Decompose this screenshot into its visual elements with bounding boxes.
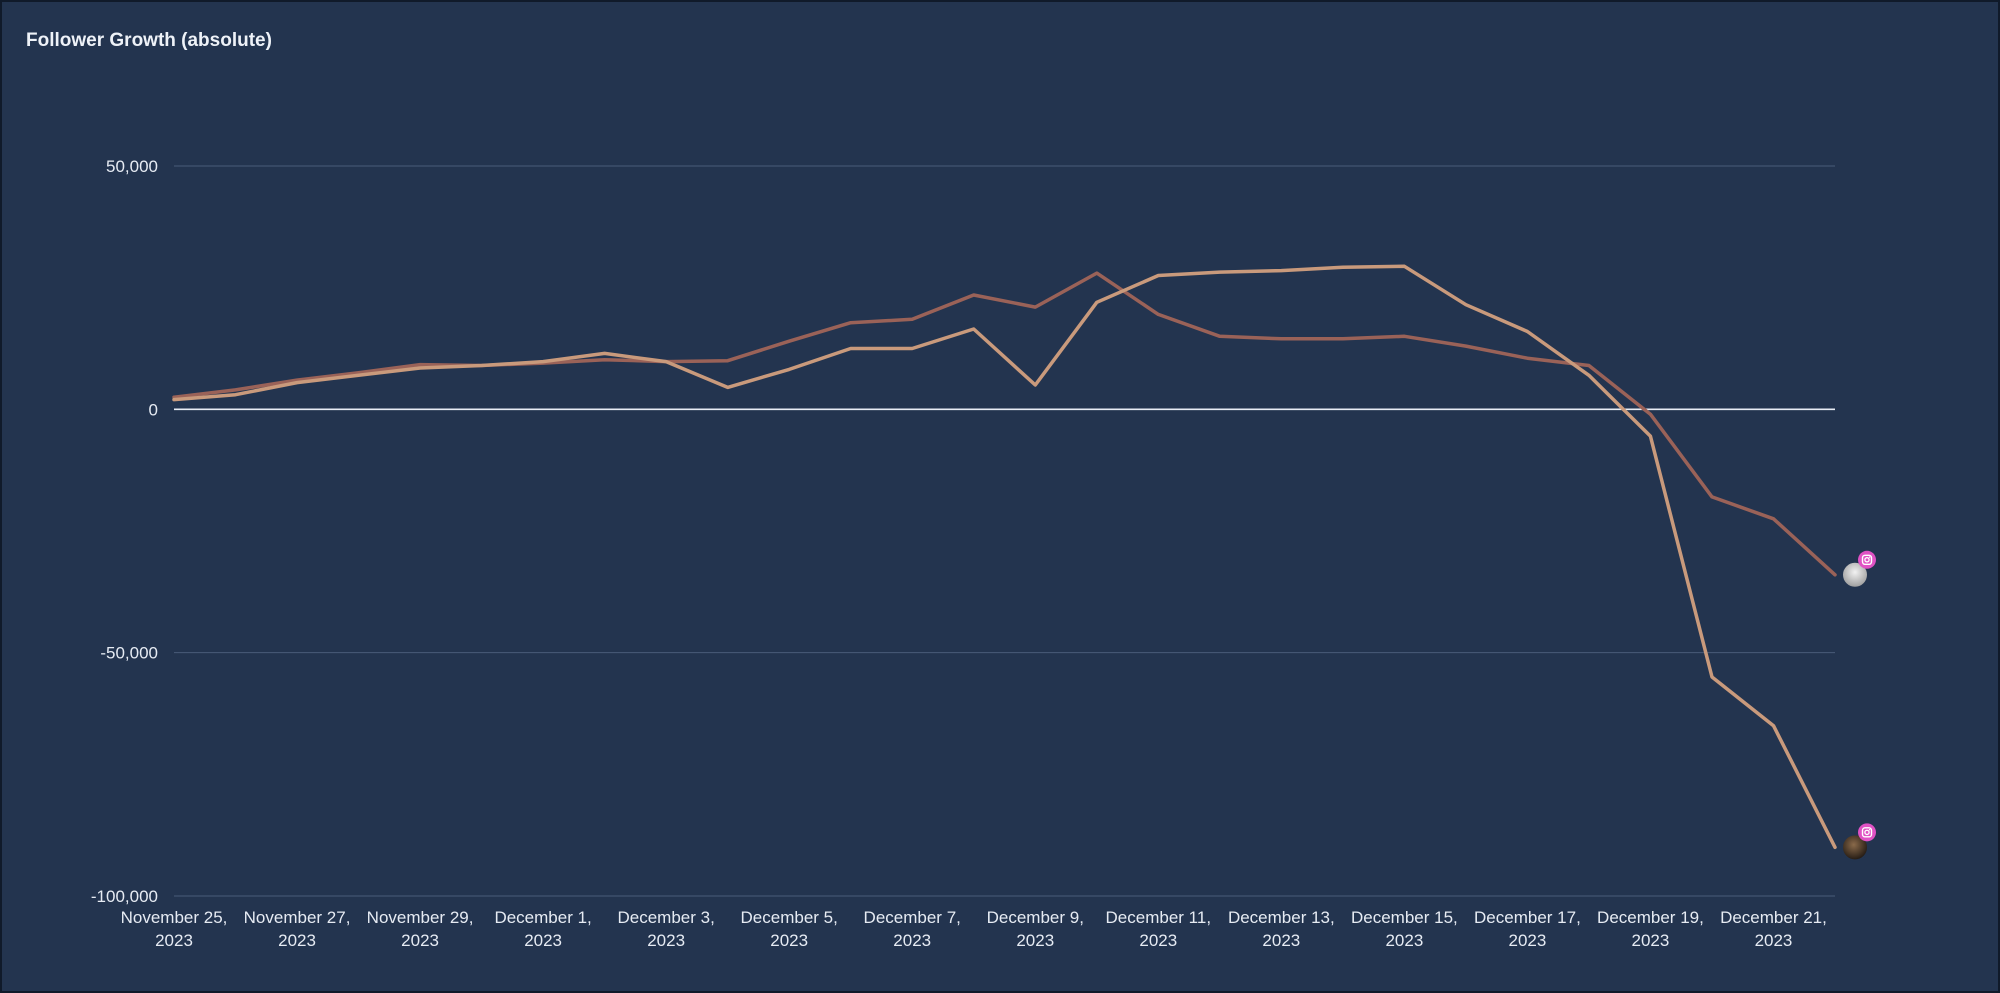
chart-title: Follower Growth (absolute) bbox=[26, 30, 272, 51]
x-tick-label: December 7, 2023 bbox=[864, 908, 961, 950]
series-end-avatar-2[interactable] bbox=[1841, 823, 1876, 862]
y-tick-label: 0 bbox=[149, 400, 158, 419]
y-tick-label: -50,000 bbox=[100, 644, 158, 663]
instagram-icon bbox=[1858, 823, 1876, 842]
x-tick-label: December 13, 2023 bbox=[1228, 908, 1335, 950]
x-tick-label: December 19, 2023 bbox=[1597, 908, 1704, 950]
series-line-1 bbox=[172, 271, 1837, 577]
x-tick-label: November 29, 2023 bbox=[367, 908, 474, 950]
avatar bbox=[1841, 833, 1869, 862]
x-tick-label: December 15, 2023 bbox=[1351, 908, 1458, 950]
x-tick-label: December 1, 2023 bbox=[494, 908, 591, 950]
x-tick-label: December 9, 2023 bbox=[987, 908, 1084, 950]
instagram-icon bbox=[1858, 550, 1876, 569]
x-tick-label: December 11, 2023 bbox=[1106, 908, 1212, 950]
x-tick-label: November 27, 2023 bbox=[244, 908, 351, 950]
x-tick-label: December 21, 2023 bbox=[1720, 908, 1827, 950]
x-tick-label: November 25, 2023 bbox=[121, 908, 228, 950]
x-tick-label: December 17, 2023 bbox=[1474, 908, 1581, 950]
series-end-avatar-1[interactable] bbox=[1841, 550, 1876, 589]
x-tick-label: December 5, 2023 bbox=[741, 908, 838, 950]
avatar bbox=[1841, 560, 1869, 589]
series-line-2 bbox=[172, 264, 1837, 850]
y-tick-label: 50,000 bbox=[106, 157, 158, 176]
y-tick-label: -100,000 bbox=[91, 887, 158, 906]
x-tick-label: December 3, 2023 bbox=[617, 908, 714, 950]
